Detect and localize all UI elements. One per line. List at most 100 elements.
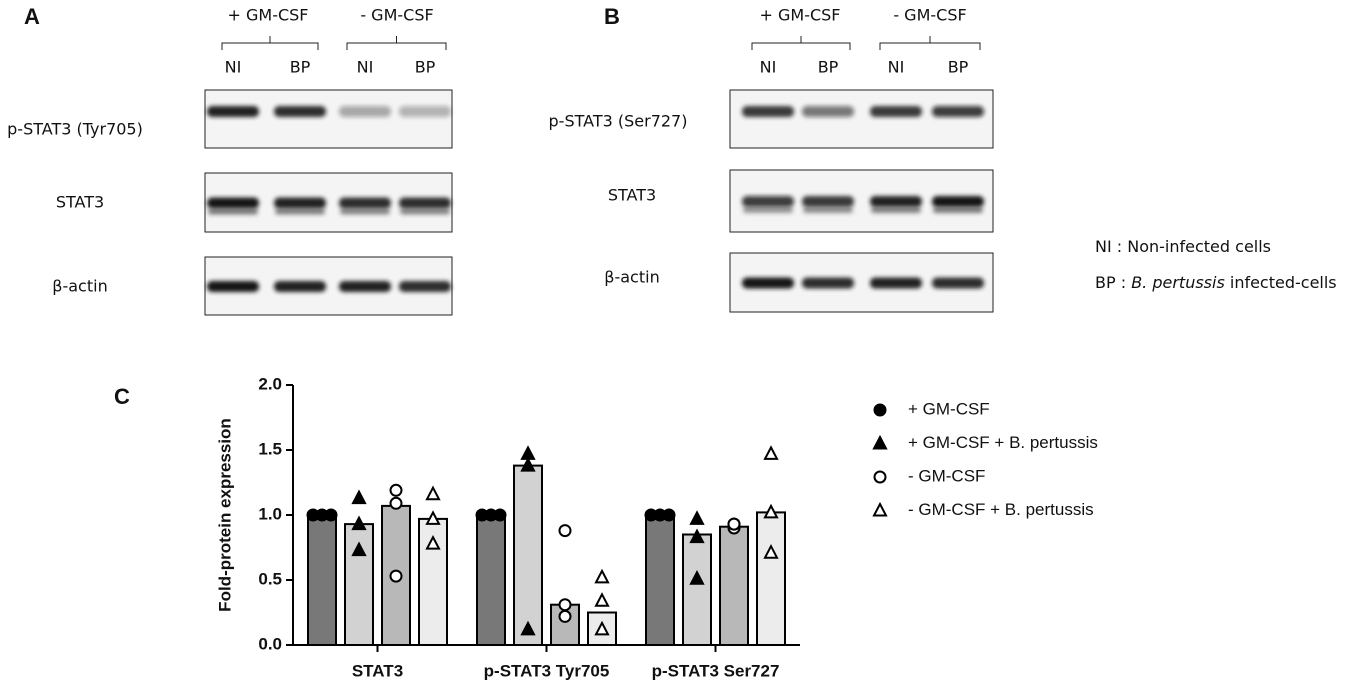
data-point <box>873 403 887 417</box>
data-point <box>351 515 367 531</box>
lane-label: NI <box>357 58 374 77</box>
panel-label: B <box>604 4 620 29</box>
note-part: infected-cells <box>1225 273 1337 292</box>
x-tick-label: p-STAT3 Ser727 <box>652 661 780 680</box>
data-point <box>763 445 779 460</box>
blot-band <box>870 277 922 289</box>
note-part: NI : Non-infected cells <box>1095 237 1271 256</box>
data-point <box>389 483 403 497</box>
blot-band <box>399 197 451 209</box>
blot-box <box>204 89 453 149</box>
blot-band <box>932 106 984 117</box>
data-point <box>425 534 441 550</box>
y-tick-label: 1.0 <box>258 504 282 523</box>
group-label: + GM-CSF <box>760 6 841 25</box>
bar <box>476 514 506 646</box>
bar <box>719 525 749 647</box>
note-part: BP : <box>1095 273 1131 292</box>
bar <box>513 464 543 646</box>
panel-label: A <box>24 4 40 29</box>
blot-band <box>933 207 983 213</box>
data-point <box>389 496 403 510</box>
x-tick-label: p-STAT3 Tyr705 <box>484 661 610 680</box>
lane-label: BP <box>818 58 839 77</box>
blot-band <box>932 196 984 207</box>
data-point <box>558 598 572 612</box>
data-point <box>520 456 536 472</box>
y-tick-label: 2.0 <box>258 374 282 393</box>
lane-label: NI <box>888 58 905 77</box>
group-label: + GM-CSF <box>228 6 309 25</box>
row-label: β-actin <box>52 277 107 296</box>
blot-band <box>399 281 451 292</box>
blot-band <box>207 281 259 292</box>
data-point <box>872 501 888 517</box>
blot-band <box>870 106 922 117</box>
y-tick-label: 1.5 <box>258 439 282 458</box>
western-blots: A + GM-CSF - GM-CSF NI BP NI BP p-STAT3 (Tyr705… <box>7 4 1337 316</box>
blot-band <box>742 196 794 207</box>
data-point <box>389 569 403 583</box>
y-axis-label: Fold-protein expression <box>215 418 234 612</box>
blot-band <box>339 197 391 209</box>
data-point <box>558 524 572 538</box>
legend-label: + GM-CSF + B. pertussis <box>908 433 1098 452</box>
bracket <box>751 36 851 50</box>
data-point <box>594 592 610 607</box>
blot-band <box>340 208 390 215</box>
lane-label: BP <box>290 58 311 77</box>
blot-band <box>207 197 259 209</box>
data-point <box>558 609 572 623</box>
bar <box>307 514 337 646</box>
group-label: - GM-CSF <box>360 6 433 25</box>
row-label: p-STAT3 (Ser727) <box>549 112 688 131</box>
group-label: - GM-CSF <box>893 6 966 25</box>
data-point <box>351 541 367 557</box>
note: BP : B. pertussis infected-cells <box>1095 273 1337 292</box>
bar <box>645 514 675 646</box>
y-tick-label: 0.0 <box>258 634 282 653</box>
blot-band <box>742 277 794 289</box>
bracket <box>879 36 981 50</box>
row-label: STAT3 <box>608 186 656 205</box>
bracket <box>346 36 447 50</box>
lane-label: BP <box>415 58 436 77</box>
blot-band <box>339 281 391 292</box>
row-label: β-actin <box>604 268 659 287</box>
blot-band <box>399 106 451 117</box>
x-tick-label: STAT3 <box>352 661 403 680</box>
legend-label: - GM-CSF + B. pertussis <box>908 500 1094 519</box>
panel-label: C <box>114 384 130 409</box>
blot-band <box>339 106 391 117</box>
data-point <box>425 485 441 501</box>
blot-band <box>208 208 258 215</box>
lane-label: NI <box>225 58 242 77</box>
data-point <box>520 620 536 636</box>
legend-label: - GM-CSF <box>908 466 985 485</box>
data-point <box>763 503 779 519</box>
blot-band <box>932 277 984 289</box>
blot-band <box>870 196 922 207</box>
blot-band <box>274 197 326 209</box>
blot-band <box>742 106 794 117</box>
blot-box <box>729 89 994 149</box>
data-point <box>689 528 705 544</box>
bar <box>682 533 712 646</box>
blot-band <box>274 281 326 292</box>
data-point <box>351 489 367 505</box>
data-point <box>594 620 610 636</box>
blot-band <box>871 207 921 213</box>
data-point <box>493 508 507 522</box>
blot-band <box>400 208 450 215</box>
legend-label: + GM-CSF <box>908 399 990 418</box>
blot-band <box>275 208 325 215</box>
data-point <box>763 544 779 559</box>
blot-band <box>207 106 259 117</box>
y-tick-label: 0.5 <box>258 569 282 588</box>
lane-label: BP <box>948 58 969 77</box>
data-point <box>689 570 705 585</box>
data-point <box>594 568 610 584</box>
data-point <box>324 508 338 522</box>
note: NI : Non-infected cells <box>1095 237 1271 256</box>
